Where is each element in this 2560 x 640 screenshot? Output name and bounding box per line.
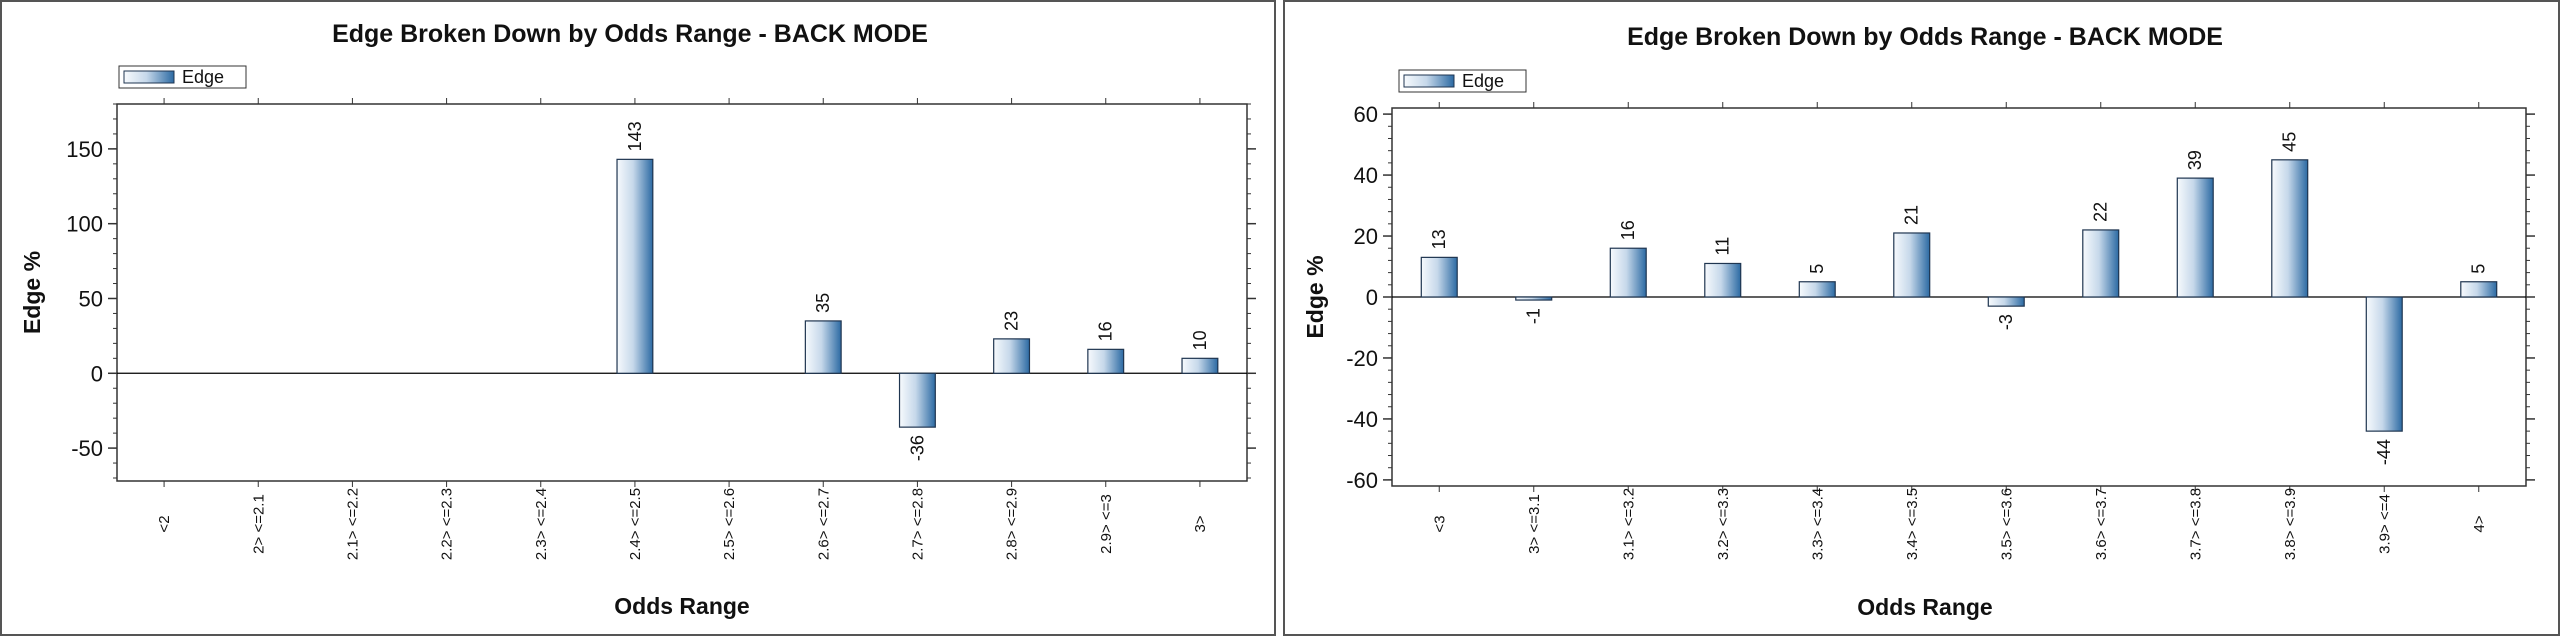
bar — [1515, 296, 1553, 301]
x-category-label: 3> <=3.1 — [1526, 494, 1543, 554]
bar-value-label: 5 — [2469, 264, 2489, 274]
bar-value-label: -44 — [2374, 439, 2394, 465]
x-category-label: 3.3> <=3.4 — [1809, 488, 1826, 560]
x-category-label: 3.1> <=3.2 — [1620, 488, 1637, 560]
bar-value-label: 11 — [1713, 237, 1733, 256]
bar — [2365, 296, 2403, 432]
x-category-label: 3> — [1192, 515, 1209, 532]
y-tick-label: 100 — [66, 212, 103, 237]
x-category-label: 2.3> <=2.4 — [533, 488, 550, 560]
x-category-label: 2.6> <=2.7 — [815, 488, 832, 560]
y-tick-label: -40 — [1346, 407, 1378, 432]
x-category-label: 2> <=2.1 — [250, 494, 267, 554]
bar-value-label: -36 — [907, 435, 927, 461]
bar — [1609, 247, 1647, 298]
x-category-label: 3.4> <=3.5 — [1904, 488, 1921, 560]
bar-value-label: 16 — [1618, 220, 1638, 240]
bar — [898, 372, 936, 428]
legend-label: Edge — [1462, 71, 1504, 91]
bar — [1893, 232, 1931, 298]
bar — [993, 338, 1031, 374]
x-category-label: 2.9> <=3 — [1098, 494, 1115, 554]
x-axis-title: Odds Range — [614, 593, 749, 619]
x-category-label: 3.7> <=3.8 — [2187, 488, 2204, 560]
x-category-label: 3.5> <=3.6 — [1998, 488, 2015, 560]
legend-swatch — [123, 70, 175, 84]
bar-value-label: 21 — [1902, 205, 1922, 225]
x-category-label: 2.8> <=2.9 — [1004, 488, 1021, 560]
y-tick-label: 0 — [1366, 285, 1378, 310]
chart-title: Edge Broken Down by Odds Range - BACK MO… — [332, 20, 928, 48]
bar — [2176, 177, 2214, 298]
bar — [1181, 357, 1219, 374]
bar-value-label: 22 — [2091, 202, 2111, 222]
bar-value-label: 10 — [1190, 330, 1210, 350]
plot-area-frame — [116, 103, 1248, 482]
x-axis-title: Odds Range — [1857, 594, 1992, 620]
chart-panel-odds-below-3: Edge Broken Down by Odds Range - BACK MO… — [0, 0, 1276, 636]
x-category-label: 3.6> <=3.7 — [2093, 488, 2110, 560]
bar — [804, 320, 842, 374]
legend-label: Edge — [182, 67, 224, 87]
x-category-label: 3.2> <=3.3 — [1715, 488, 1732, 560]
x-category-label: 2.5> <=2.6 — [721, 488, 738, 560]
y-tick-label: 40 — [1354, 163, 1378, 188]
bar-value-label: -1 — [1524, 308, 1544, 324]
y-axis-title: Edge % — [1302, 255, 1328, 338]
y-tick-label: 150 — [66, 137, 103, 162]
bar-chart-odds-above-3: Edge Broken Down by Odds Range - BACK MO… — [1302, 23, 2535, 620]
bar — [1704, 262, 1742, 298]
legend: Edge — [118, 65, 247, 89]
legend: Edge — [1398, 69, 1527, 93]
y-tick-label: 0 — [91, 361, 103, 386]
bar — [2460, 281, 2498, 298]
x-category-label: 2.4> <=2.5 — [627, 488, 644, 560]
bar-value-label: 45 — [2280, 132, 2300, 152]
bar — [1987, 296, 2025, 307]
bar — [616, 158, 654, 374]
bar-value-label: 23 — [1002, 311, 1022, 331]
bar-value-label: -3 — [1996, 314, 2016, 330]
legend-swatch — [1403, 74, 1455, 88]
chart-panel-odds-above-3: Edge Broken Down by Odds Range - BACK MO… — [1283, 0, 2560, 636]
x-category-label: 3.8> <=3.9 — [2282, 488, 2299, 560]
bar — [1420, 256, 1458, 298]
bar — [2082, 229, 2120, 298]
x-category-label: 4> — [2471, 515, 2488, 532]
bar-value-label: 5 — [1807, 264, 1827, 274]
y-tick-label: 50 — [79, 286, 103, 311]
x-category-label: 3.9> <=4 — [2376, 494, 2393, 554]
bar-value-label: 16 — [1096, 321, 1116, 341]
x-category-label: <3 — [1431, 515, 1448, 532]
y-axis-title: Edge % — [19, 251, 45, 334]
bar — [1798, 281, 1836, 298]
x-category-label: 2.2> <=2.3 — [439, 488, 456, 560]
x-category-label: 2.1> <=2.2 — [344, 488, 361, 560]
bar — [2271, 159, 2309, 298]
y-tick-label: -50 — [71, 436, 103, 461]
bar — [1087, 348, 1125, 374]
x-category-label: <2 — [156, 515, 173, 532]
chart-title: Edge Broken Down by Odds Range - BACK MO… — [1627, 23, 2223, 51]
y-tick-label: 60 — [1354, 102, 1378, 127]
y-tick-label: -60 — [1346, 468, 1378, 493]
bar-value-label: 13 — [1429, 229, 1449, 249]
y-tick-label: -20 — [1346, 346, 1378, 371]
y-tick-label: 20 — [1354, 224, 1378, 249]
bar-value-label: 143 — [625, 121, 645, 151]
bar-chart-odds-below-3: Edge Broken Down by Odds Range - BACK MO… — [19, 20, 1256, 619]
bar-value-label: 39 — [2185, 150, 2205, 170]
bar-value-label: 35 — [813, 293, 833, 313]
x-category-label: 2.7> <=2.8 — [909, 488, 926, 560]
